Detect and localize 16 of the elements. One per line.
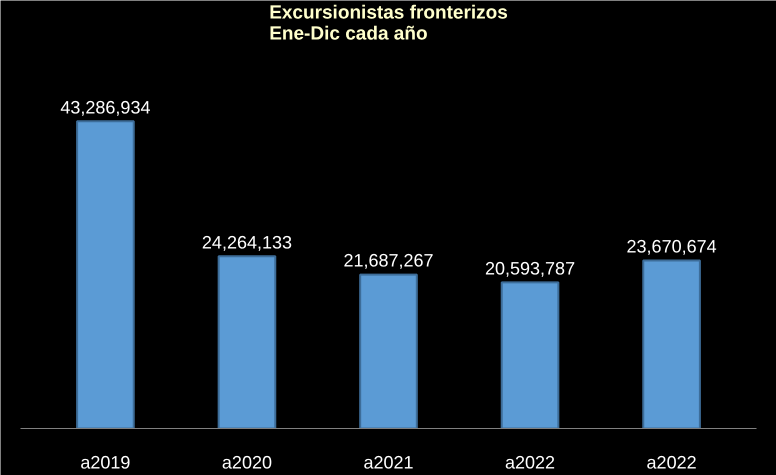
x-tick-label: a2020: [222, 452, 272, 472]
bar: [218, 255, 276, 428]
x-tick-label: a2019: [80, 452, 130, 472]
x-tick-label: a2022: [646, 452, 697, 472]
data-label: 43,286,934: [60, 97, 150, 118]
bar: [359, 274, 418, 428]
data-label: 23,670,674: [626, 236, 717, 257]
bar: [500, 281, 560, 428]
chart-title: Excursionistas fronterizos Ene-Dic cada año: [269, 2, 508, 44]
data-label: 21,687,267: [343, 250, 434, 271]
bar: [642, 260, 701, 428]
x-tick-label: a2022: [505, 452, 556, 472]
bar: [76, 120, 135, 428]
data-label: 20,593,787: [484, 258, 576, 278]
data-label: 24,264,133: [202, 232, 292, 252]
x-tick-label: a2021: [363, 452, 414, 472]
